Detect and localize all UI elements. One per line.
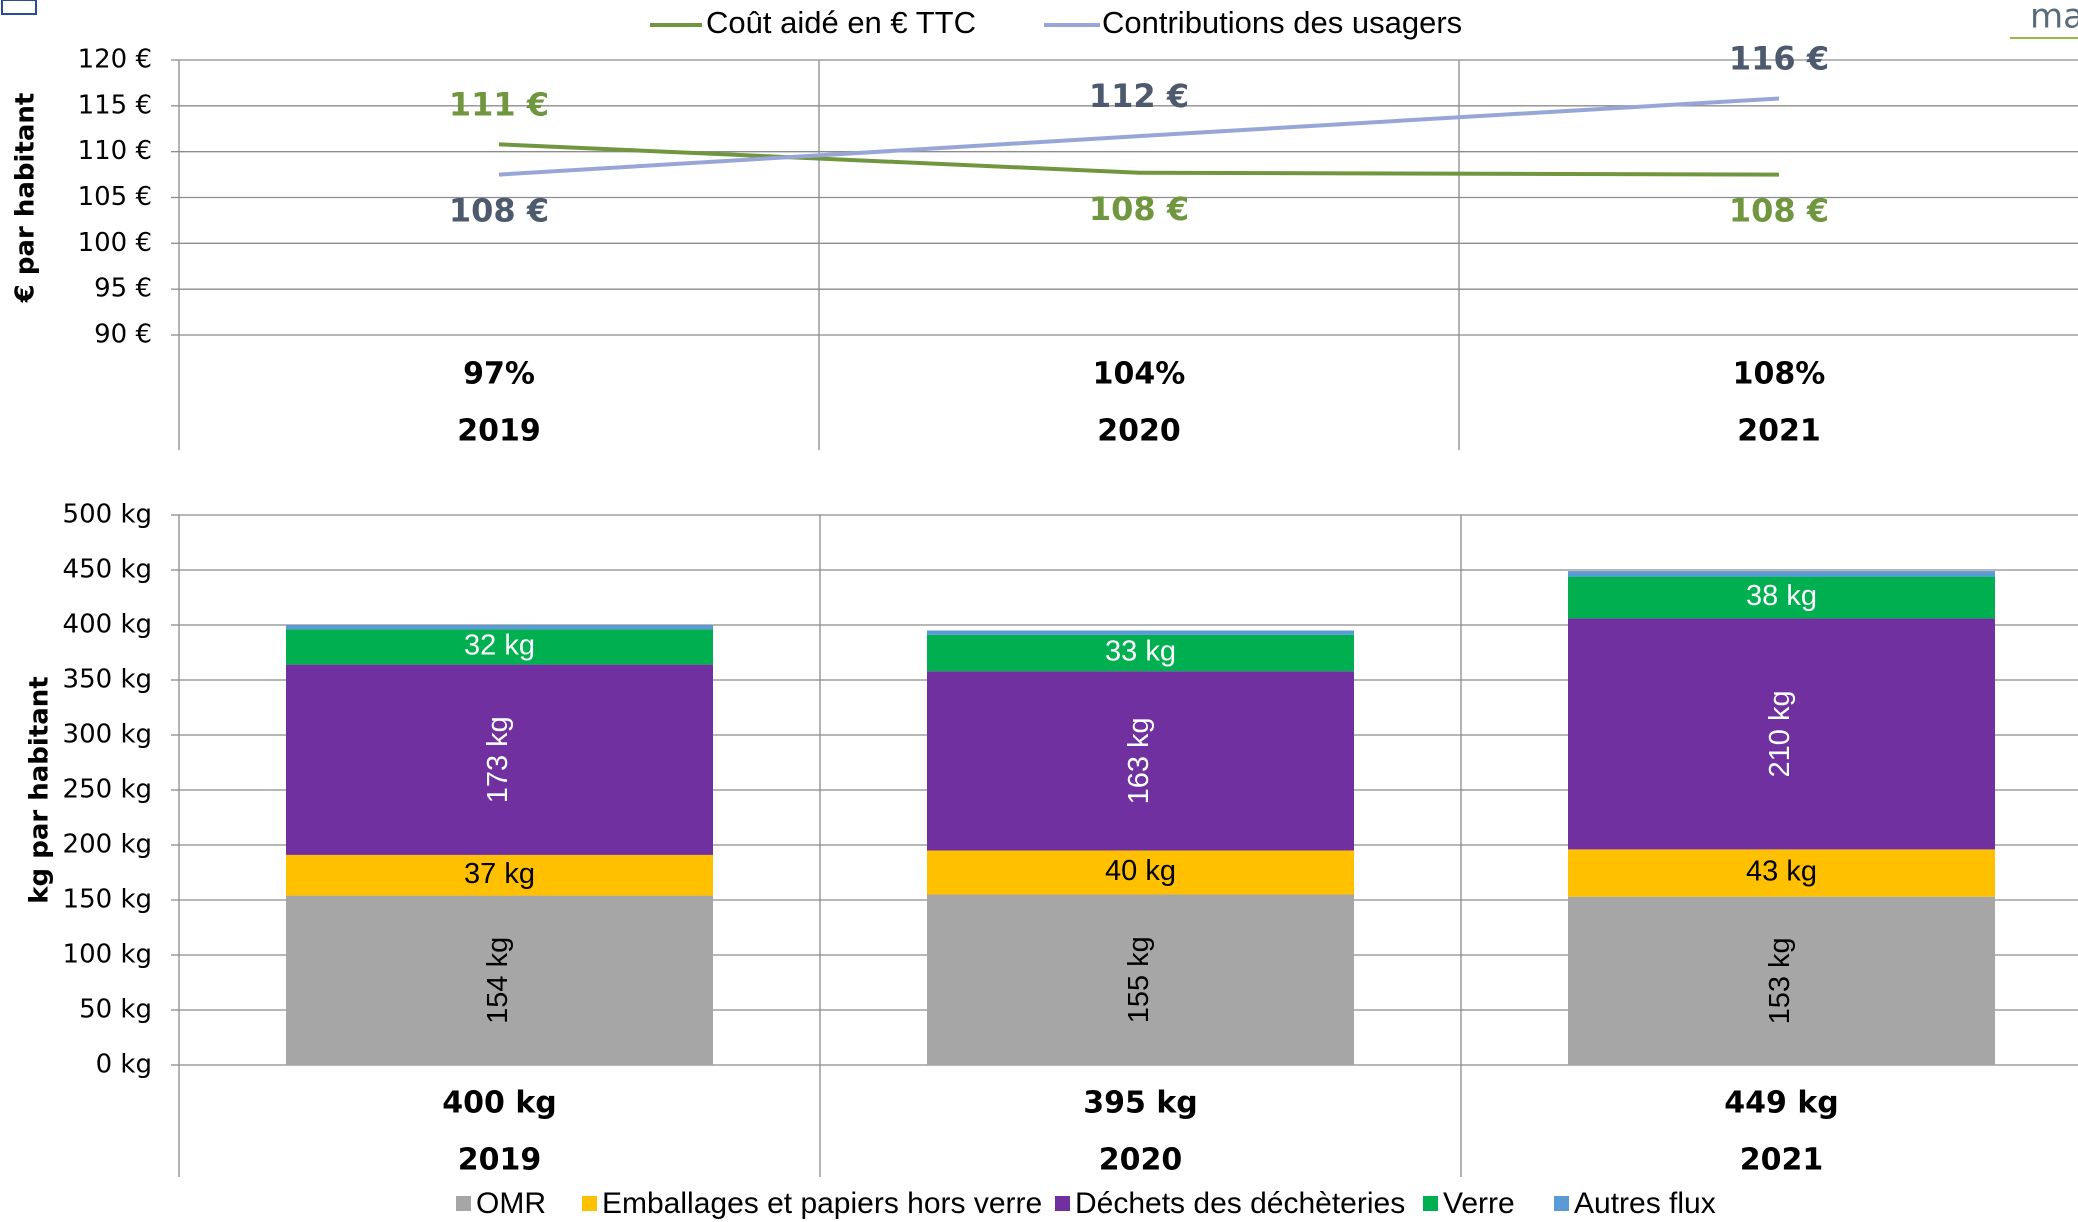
logo-right: mad	[2030, 0, 2078, 37]
bar-segment	[286, 625, 713, 630]
y-tick-label: 250 kg	[63, 775, 152, 805]
data-label: 154 kg	[482, 937, 514, 1024]
data-label: 40 kg	[1105, 855, 1176, 887]
bar-segment	[927, 894, 1354, 1065]
y-axis-label: € par habitant	[11, 93, 41, 304]
bar-segment	[927, 634, 1354, 672]
data-label: 32 kg	[464, 630, 535, 662]
bar-segment	[286, 629, 713, 665]
legend-swatch	[582, 1196, 597, 1211]
bar-segment	[1568, 571, 1995, 577]
x-tick-label: 2020	[1097, 414, 1181, 449]
y-axis-label: kg par habitant	[25, 676, 55, 903]
y-tick-label: 400 kg	[63, 610, 152, 640]
y-tick-label: 350 kg	[63, 665, 152, 695]
y-tick-label: 50 kg	[79, 995, 152, 1025]
legend-swatch	[456, 1196, 471, 1211]
bar-segment	[1568, 896, 1995, 1065]
y-tick-label: 450 kg	[63, 555, 152, 585]
data-label: 33 kg	[1105, 636, 1176, 668]
bar-segment	[1568, 618, 1995, 850]
ratio-label: 108%	[1733, 357, 1826, 392]
bar-segment	[927, 671, 1354, 851]
data-label: 210 kg	[1764, 690, 1796, 777]
y-tick-label: 150 kg	[63, 885, 152, 915]
y-tick-label: 90 €	[94, 320, 152, 350]
legend-label: OMR	[476, 1187, 546, 1220]
bar-segment	[927, 850, 1354, 895]
legend-swatch	[1055, 1196, 1070, 1211]
bar-segment	[1568, 849, 1995, 897]
y-tick-label: 120 €	[78, 45, 152, 75]
y-tick-label: 200 kg	[63, 830, 152, 860]
y-tick-label: 100 €	[78, 228, 152, 258]
data-label: 116 €	[1729, 40, 1829, 78]
total-label: 395 kg	[1083, 1086, 1198, 1121]
data-label: 155 kg	[1123, 936, 1155, 1023]
total-label: 400 kg	[442, 1086, 557, 1121]
ratio-label: 97%	[463, 357, 535, 392]
x-tick-label: 2021	[1740, 1143, 1824, 1178]
data-label: 108 €	[1089, 190, 1189, 228]
y-tick-label: 100 kg	[63, 940, 152, 970]
legend-swatch	[1423, 1196, 1438, 1211]
data-label: 111 €	[449, 85, 549, 123]
bar-segment	[1568, 576, 1995, 619]
legend-label: Verre	[1443, 1187, 1515, 1220]
legend-label: Autres flux	[1574, 1187, 1716, 1220]
y-tick-label: 500 kg	[63, 500, 152, 530]
x-tick-label: 2019	[458, 1143, 542, 1178]
total-label: 449 kg	[1724, 1086, 1839, 1121]
legend-label: Déchets des déchèteries	[1075, 1187, 1405, 1220]
y-tick-label: 0 kg	[96, 1050, 152, 1080]
data-label: 173 kg	[482, 716, 514, 803]
legend-swatch	[1554, 1196, 1569, 1211]
y-tick-label: 95 €	[94, 274, 152, 304]
bar-segment	[927, 630, 1354, 635]
line-series	[498, 96, 1780, 177]
bar-segment	[286, 664, 713, 855]
data-label: 38 kg	[1746, 580, 1817, 612]
legend-label: Contributions des usagers	[1102, 5, 1462, 40]
x-tick-label: 2020	[1099, 1143, 1183, 1178]
data-label: 153 kg	[1764, 937, 1796, 1024]
data-label: 163 kg	[1123, 717, 1155, 804]
x-tick-label: 2021	[1737, 414, 1821, 449]
legend-label: Emballages et papiers hors verre	[602, 1187, 1042, 1220]
legend-label: Coût aidé en € TTC	[706, 5, 976, 40]
y-tick-label: 300 kg	[63, 720, 152, 750]
data-label: 112 €	[1089, 77, 1189, 115]
data-label: 37 kg	[464, 858, 535, 890]
x-tick-label: 2019	[457, 414, 541, 449]
data-label: 108 €	[1729, 192, 1829, 230]
y-tick-label: 115 €	[78, 90, 152, 120]
logo-left	[1, 0, 37, 15]
bar-segment	[286, 854, 713, 896]
data-label: 43 kg	[1746, 856, 1817, 888]
bar-segment	[286, 895, 713, 1065]
ratio-label: 104%	[1093, 357, 1186, 392]
data-label: 108 €	[449, 192, 549, 230]
y-tick-label: 110 €	[78, 136, 152, 166]
y-tick-label: 105 €	[78, 182, 152, 212]
line-series	[498, 142, 1780, 177]
